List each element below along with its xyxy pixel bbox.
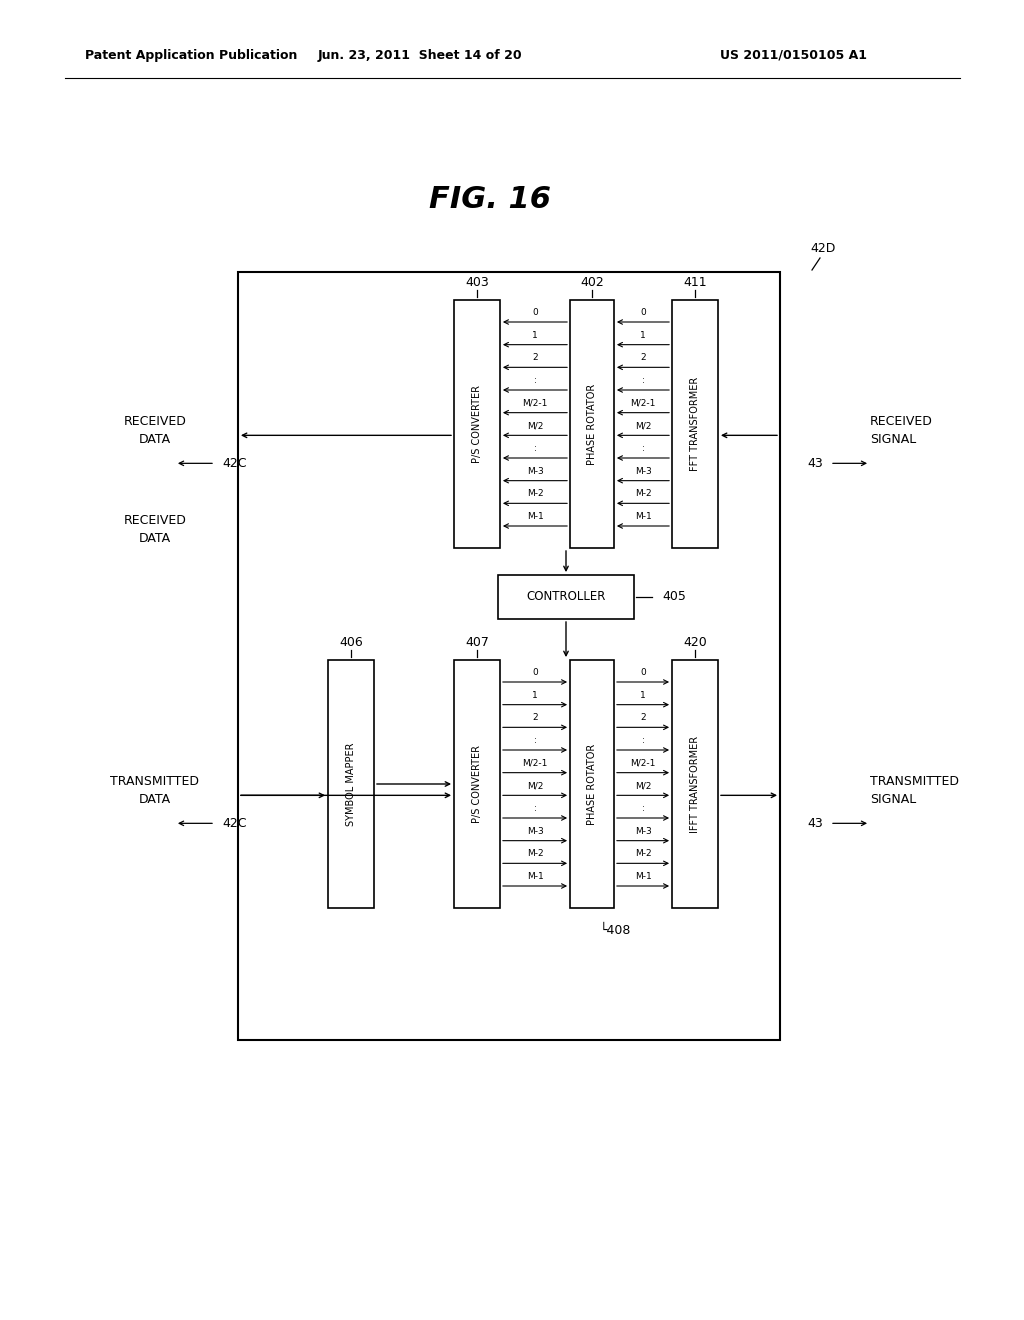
- Text: CONTROLLER: CONTROLLER: [526, 590, 605, 603]
- Text: 2: 2: [532, 713, 538, 722]
- Text: M-2: M-2: [526, 849, 544, 858]
- Text: :: :: [534, 444, 537, 453]
- Bar: [570, 660, 614, 908]
- Text: P/S CONVERTER: P/S CONVERTER: [472, 385, 482, 463]
- Text: M/2: M/2: [526, 781, 543, 791]
- Text: 0: 0: [640, 308, 646, 317]
- Text: M-3: M-3: [635, 826, 651, 836]
- Text: TRANSMITTED: TRANSMITTED: [111, 775, 200, 788]
- Text: 402: 402: [581, 276, 604, 289]
- Text: US 2011/0150105 A1: US 2011/0150105 A1: [720, 49, 867, 62]
- Text: M/2-1: M/2-1: [631, 399, 655, 408]
- Text: M-3: M-3: [635, 467, 651, 475]
- Text: 0: 0: [640, 668, 646, 677]
- Text: M-1: M-1: [526, 512, 544, 521]
- Text: 2: 2: [640, 713, 646, 722]
- Text: 2: 2: [640, 354, 646, 362]
- Text: 405: 405: [662, 590, 686, 603]
- Text: 403: 403: [465, 276, 488, 289]
- Text: TRANSMITTED: TRANSMITTED: [870, 775, 959, 788]
- Text: M-1: M-1: [635, 512, 651, 521]
- Text: FIG. 16: FIG. 16: [429, 186, 551, 214]
- Text: 0: 0: [532, 668, 538, 677]
- Text: M/2: M/2: [635, 421, 651, 430]
- Text: M-2: M-2: [635, 849, 651, 858]
- Text: PHASE ROTATOR: PHASE ROTATOR: [587, 743, 597, 825]
- Text: 42C: 42C: [222, 817, 247, 830]
- Text: 0: 0: [532, 308, 538, 317]
- Text: Patent Application Publication: Patent Application Publication: [85, 49, 297, 62]
- Text: 1: 1: [640, 690, 646, 700]
- Text: DATA: DATA: [139, 433, 171, 446]
- Text: 406: 406: [339, 635, 362, 648]
- Text: RECEIVED: RECEIVED: [870, 414, 933, 428]
- Text: 42D: 42D: [810, 242, 836, 255]
- Text: PHASE ROTATOR: PHASE ROTATOR: [587, 383, 597, 465]
- Text: :: :: [642, 376, 644, 385]
- Text: └408: └408: [600, 924, 632, 936]
- Text: :: :: [642, 804, 644, 813]
- Text: 420: 420: [683, 635, 707, 648]
- Text: FFT TRANSFORMER: FFT TRANSFORMER: [690, 378, 700, 471]
- Text: M/2-1: M/2-1: [631, 759, 655, 768]
- Bar: [238, 272, 780, 1040]
- Text: SIGNAL: SIGNAL: [870, 793, 916, 805]
- Bar: [498, 576, 634, 619]
- Text: Jun. 23, 2011  Sheet 14 of 20: Jun. 23, 2011 Sheet 14 of 20: [317, 49, 522, 62]
- Text: M-2: M-2: [635, 490, 651, 499]
- Bar: [570, 300, 614, 548]
- Text: 411: 411: [683, 276, 707, 289]
- Text: M-1: M-1: [526, 873, 544, 880]
- Text: 43: 43: [807, 817, 823, 830]
- Bar: [454, 300, 500, 548]
- Text: M-3: M-3: [526, 467, 544, 475]
- Text: 407: 407: [465, 635, 488, 648]
- Text: DATA: DATA: [139, 793, 171, 805]
- Text: M/2-1: M/2-1: [522, 759, 548, 768]
- Text: 1: 1: [532, 690, 538, 700]
- Text: DATA: DATA: [139, 532, 171, 545]
- Text: M-1: M-1: [635, 873, 651, 880]
- Text: :: :: [534, 804, 537, 813]
- Text: :: :: [642, 737, 644, 744]
- Bar: [328, 660, 374, 908]
- Text: :: :: [534, 376, 537, 385]
- Text: 2: 2: [532, 354, 538, 362]
- Text: SIGNAL: SIGNAL: [870, 433, 916, 446]
- Text: M/2-1: M/2-1: [522, 399, 548, 408]
- Text: IFFT TRANSFORMER: IFFT TRANSFORMER: [690, 735, 700, 833]
- Text: P/S CONVERTER: P/S CONVERTER: [472, 744, 482, 822]
- Text: M/2: M/2: [635, 781, 651, 791]
- Text: 1: 1: [640, 331, 646, 339]
- Text: :: :: [534, 737, 537, 744]
- Text: 43: 43: [807, 457, 823, 470]
- Text: :: :: [642, 444, 644, 453]
- Bar: [672, 660, 718, 908]
- Text: RECEIVED: RECEIVED: [124, 513, 186, 527]
- Text: SYMBOL MAPPER: SYMBOL MAPPER: [346, 742, 356, 826]
- Bar: [672, 300, 718, 548]
- Text: M-3: M-3: [526, 826, 544, 836]
- Text: M/2: M/2: [526, 421, 543, 430]
- Text: M-2: M-2: [526, 490, 544, 499]
- Text: 1: 1: [532, 331, 538, 339]
- Text: 42C: 42C: [222, 457, 247, 470]
- Text: RECEIVED: RECEIVED: [124, 414, 186, 428]
- Bar: [454, 660, 500, 908]
